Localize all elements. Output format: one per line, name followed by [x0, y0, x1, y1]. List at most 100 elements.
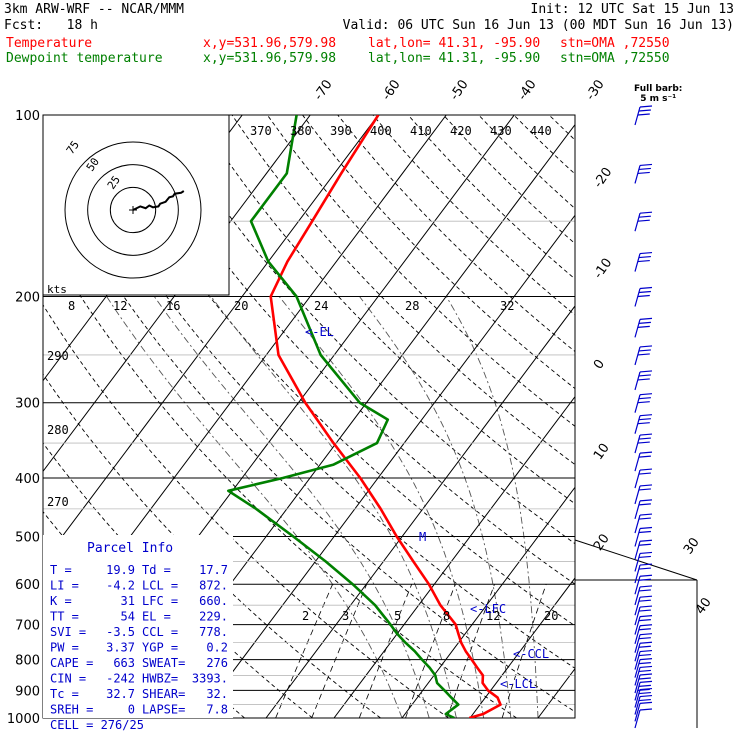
parcel-label: CAPE =: [50, 656, 93, 670]
dry-adiabat: [513, 115, 575, 175]
mixing-ratio-label: 3: [342, 609, 349, 623]
pressure-tick-label: 100: [15, 109, 40, 124]
m-marker: M: [419, 530, 426, 544]
wind-barb: [634, 605, 653, 626]
forecast-hour: Fcst: 18 h: [4, 18, 98, 33]
panel-top-label: 8: [68, 299, 75, 313]
hodograph-ring-label: 25: [105, 173, 123, 191]
panel-top-label: 12: [113, 299, 127, 313]
parcel-value: 54: [121, 610, 135, 624]
skewt-profiles: [227, 115, 502, 718]
pressure-tick-label: 900: [15, 684, 40, 699]
wind-barb: [634, 614, 653, 635]
parcel-value: 19.9: [106, 563, 135, 577]
el-marker: <-EL: [305, 325, 334, 339]
wind-barb: [634, 551, 653, 572]
parcel-label: HWBZ=: [142, 672, 178, 686]
parcel-label: LFC =: [142, 594, 178, 608]
dry-adiabat: [548, 115, 575, 141]
pressure-tick-label: 700: [15, 619, 40, 634]
parcel-label: CCL =: [142, 625, 178, 639]
lcl-marker: <-LCL: [500, 677, 536, 691]
wind-barb: [634, 701, 653, 722]
parcel-label: SVI =: [50, 625, 86, 639]
panel-left-label: 270: [47, 495, 69, 509]
wind-barb: [634, 163, 653, 184]
pressure-tick-label: 500: [15, 530, 40, 545]
wind-barb: [634, 468, 653, 489]
wind-scale-note: Full barb: 5 m s⁻¹: [634, 84, 682, 104]
isotherm: [674, 115, 740, 718]
dry-adiabat: [337, 115, 575, 353]
dew-station: stn=OMA ,72550: [560, 51, 670, 66]
panel-top-label: 20: [234, 299, 248, 313]
wind-barb: [634, 708, 653, 729]
parcel-value: 0: [128, 703, 135, 717]
hodograph-ring-label: 75: [64, 138, 82, 156]
panel-top-label: 16: [166, 299, 180, 313]
lfc-marker: <-LFC: [470, 602, 506, 616]
theta-label: 430: [490, 124, 512, 138]
parcel-value: 660.: [199, 594, 228, 608]
wind-barbs: [634, 105, 653, 729]
mixing-ratio-line: [358, 584, 413, 718]
dry-adiabat: [161, 115, 575, 545]
parcel-label: PW =: [50, 641, 79, 655]
dry-adiabat: [266, 115, 575, 427]
wind-barb: [634, 105, 653, 126]
temp-tick-label: 0: [591, 357, 608, 372]
isotherm: [265, 305, 575, 718]
moist-adiabat: [210, 296, 457, 718]
parcel-label: LCL =: [142, 579, 178, 593]
parcel-label: LI =: [50, 579, 79, 593]
parcel-label: T =: [50, 563, 72, 577]
temp-tick-label: 20: [591, 531, 613, 553]
temp-tick-label: -60: [379, 77, 403, 103]
isotherm: [606, 115, 740, 718]
hodograph-trace: [132, 190, 185, 211]
isotherm: [43, 115, 379, 563]
isotherm: [43, 115, 311, 473]
theta-label: 440: [530, 124, 552, 138]
pressure-tick-label: 1000: [7, 712, 40, 727]
parcel-label: Tc =: [50, 687, 79, 701]
parcel-title: Parcel Info: [87, 541, 173, 556]
theta-label: 370: [250, 124, 272, 138]
isotherm-extension: [574, 539, 698, 581]
panel-top-label: 28: [405, 299, 419, 313]
wind-barb: [634, 633, 653, 653]
wind-barb: [634, 211, 653, 232]
wind-scale-line2: 5 m s⁻¹: [640, 94, 677, 104]
valid-time: Valid: 06 UTC Sun 16 Jun 13 (00 MDT Sun …: [342, 18, 734, 33]
dewpoint-profile: [227, 115, 460, 718]
temp-latlon: lat,lon= 41.31, -95.90: [368, 36, 541, 51]
mixing-ratio-label: 20: [544, 609, 558, 623]
wind-barb: [634, 345, 653, 366]
isotherm: [333, 395, 575, 718]
temp-station: stn=OMA ,72550: [560, 36, 670, 51]
temp-tick-label: -30: [583, 77, 607, 103]
pressure-tick-label: 400: [15, 472, 40, 487]
pressure-tick-label: 600: [15, 578, 40, 593]
parcel-label: Td =: [142, 563, 171, 577]
dry-adiabat: [478, 115, 575, 210]
wind-barb: [634, 665, 653, 686]
theta-label: 390: [330, 124, 352, 138]
hodograph-unit: kts: [47, 283, 67, 296]
hodograph-ring-label: 50: [84, 155, 102, 173]
parcel-panel-bg: [43, 535, 233, 718]
mixing-ratio-label: 12: [486, 609, 500, 623]
dry-adiabat: [231, 115, 575, 466]
plot-frame: [42, 114, 576, 719]
wind-barb: [634, 317, 653, 338]
parcel-label: TT =: [50, 610, 79, 624]
theta-label: 380: [290, 124, 312, 138]
hodograph-ring: [109, 186, 157, 234]
parcel-value: 17.7: [199, 563, 228, 577]
wind-barb: [634, 641, 653, 662]
parcel-value: -3.5: [106, 625, 135, 639]
panel-left-label: 280: [47, 423, 69, 437]
parcel-value: 229.: [199, 610, 228, 624]
